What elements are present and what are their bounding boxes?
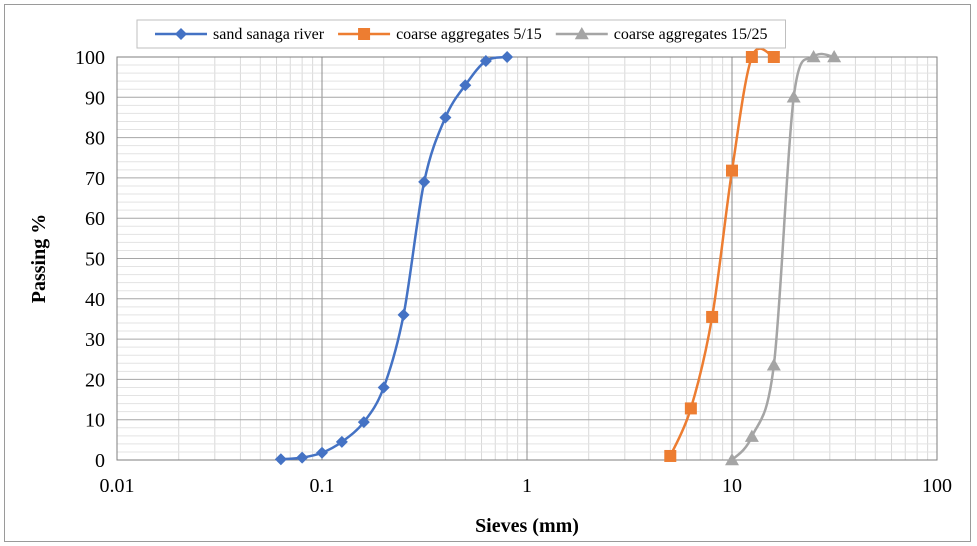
data-point — [479, 55, 492, 68]
data-point — [766, 358, 781, 371]
legend-label: coarse aggregates 5/15 — [396, 26, 542, 43]
legend: sand sanaga river coarse aggregates 5/15 c… — [136, 19, 786, 49]
data-point — [418, 175, 431, 188]
x-tick-label: 100 — [922, 475, 952, 497]
data-point — [725, 453, 739, 466]
data-point — [439, 111, 452, 124]
legend-entry: sand sanaga river — [155, 26, 325, 43]
data-point — [316, 446, 328, 459]
y-tick-label: 100 — [75, 47, 105, 69]
legend-label: sand sanaga river — [213, 26, 325, 43]
data-point — [767, 51, 780, 63]
data-point — [726, 164, 738, 177]
data-point — [274, 453, 287, 466]
x-tick-labels: 0.01 0.1 1 10 100 — [100, 475, 953, 497]
data-point — [806, 50, 821, 63]
legend-marker — [175, 28, 187, 40]
series-2 — [725, 50, 842, 466]
x-tick-label: 0.1 — [310, 475, 335, 497]
y-tick-label: 20 — [85, 369, 105, 391]
x-tick-label: 1 — [522, 475, 532, 497]
y-tick-label: 70 — [85, 168, 105, 190]
chart: 0 10 20 30 40 50 60 70 80 90 100 0.01 0.1 1 10 100 Pas… — [28, 19, 953, 537]
legend-marker — [574, 27, 589, 40]
y-tick-label: 30 — [85, 329, 105, 351]
y-axis-title: Passing % — [28, 214, 50, 303]
y-tick-label: 40 — [85, 289, 105, 311]
plot-border — [116, 56, 938, 461]
series-0 — [274, 51, 514, 466]
data-point — [786, 90, 801, 103]
data-point — [335, 435, 348, 448]
x-tick-label: 10 — [722, 475, 742, 497]
data-point — [684, 402, 697, 415]
legend-marker — [358, 28, 371, 40]
data-point — [296, 451, 309, 464]
x-tick-label: 0.01 — [100, 475, 135, 497]
series-line — [669, 47, 775, 457]
y-tick-label: 90 — [85, 87, 105, 109]
data-point — [377, 381, 390, 394]
data-point — [397, 308, 410, 321]
y-tick-label: 60 — [85, 208, 105, 230]
data-point — [459, 79, 472, 92]
legend-box — [136, 19, 786, 49]
data-point — [827, 50, 842, 63]
y-tick-label: 50 — [85, 249, 105, 271]
data-point — [664, 449, 677, 462]
series-layer — [274, 47, 842, 466]
data-point — [501, 51, 514, 63]
legend-label: coarse aggregates 15/25 — [614, 26, 768, 43]
series-line — [731, 52, 835, 461]
y-tick-labels: 0 10 20 30 40 50 60 70 80 90 100 — [75, 47, 105, 472]
data-point — [706, 310, 719, 323]
y-tick-label: 10 — [85, 410, 105, 432]
y-tick-label: 0 — [95, 450, 105, 472]
chart-frame: 0 10 20 30 40 50 60 70 80 90 100 0.01 0.1 1 10 100 Pas… — [4, 4, 971, 542]
data-point — [745, 51, 758, 63]
legend-entry: coarse aggregates 5/15 — [338, 26, 542, 43]
data-point — [744, 429, 759, 442]
data-point — [357, 416, 370, 429]
series-1 — [664, 47, 780, 462]
legend-entry: coarse aggregates 15/25 — [555, 26, 768, 43]
y-tick-label: 80 — [85, 128, 105, 150]
x-axis-title: Sieves (mm) — [475, 515, 579, 537]
